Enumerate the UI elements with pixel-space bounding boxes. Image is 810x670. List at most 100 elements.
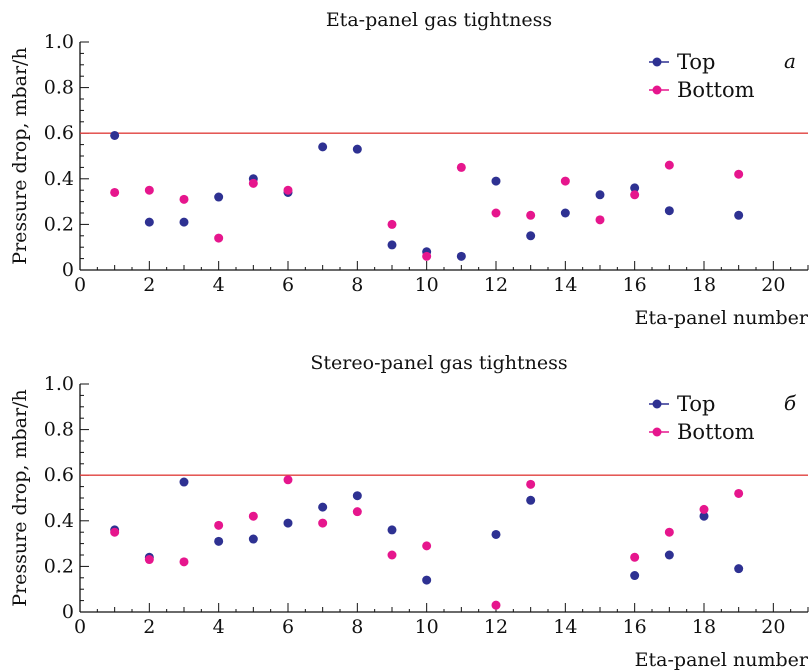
data-point-top (179, 477, 189, 487)
data-point-bottom (387, 550, 397, 560)
y-tick-label: 0.8 (44, 77, 74, 99)
data-point-top (283, 518, 293, 528)
x-tick-label: 2 (143, 616, 155, 638)
data-point-top (664, 206, 674, 216)
data-point-top (248, 534, 258, 544)
data-point-top (387, 240, 397, 250)
data-point-bottom (283, 185, 293, 195)
data-point-top (560, 208, 570, 218)
y-tick-label: 0.2 (44, 555, 74, 577)
data-point-top (318, 502, 328, 512)
chart-panel-2: Stereo-panel gas tightness 0 2 4 6 8 10 12 14 16 1… (9, 352, 809, 670)
data-point-bottom (352, 507, 362, 517)
data-point-top (699, 511, 709, 521)
data-point-bottom (144, 185, 154, 195)
data-point-top (456, 251, 466, 261)
data-point-bottom (664, 160, 674, 170)
data-point-bottom (318, 518, 328, 528)
data-point-top (387, 525, 397, 535)
data-point-bottom (248, 511, 258, 521)
data-point-top (422, 575, 432, 585)
data-point-bottom (179, 557, 189, 567)
x-tick-label: 12 (484, 274, 508, 296)
data-point-top (110, 130, 120, 140)
legend-marker-bottom (652, 427, 662, 437)
legend-marker-top (652, 399, 662, 409)
data-point-top (526, 231, 536, 241)
data-point-bottom (387, 219, 397, 229)
x-tick-label: 18 (692, 274, 716, 296)
x-tick-label: 12 (484, 616, 508, 638)
x-tick-label: 16 (623, 274, 647, 296)
y-tick-label: 0.6 (44, 464, 74, 486)
y-tick-label: 0.4 (44, 168, 74, 190)
data-point-bottom (179, 194, 189, 204)
y-tick-label: 1.0 (44, 373, 74, 395)
data-point-top (144, 217, 154, 227)
data-point-top (352, 491, 362, 501)
legend-marker-top (652, 57, 662, 67)
data-point-bottom (491, 600, 501, 610)
data-point-top (491, 176, 501, 186)
y-tick-label: 0 (62, 259, 74, 281)
x-tick-label: 0 (74, 616, 86, 638)
data-point-bottom (144, 555, 154, 565)
panel-label: б (784, 391, 797, 415)
x-tick-label: 8 (351, 616, 363, 638)
x-tick-label: 14 (553, 616, 577, 638)
x-axis-label: Eta-panel number (635, 649, 809, 670)
x-tick-label: 18 (692, 616, 716, 638)
chart-panel-1: Eta-panel gas tightness 0 2 4 6 8 10 12 14 16 18 20… (9, 9, 809, 329)
x-tick-label: 6 (282, 616, 294, 638)
data-point-bottom (110, 187, 120, 197)
data-point-bottom (526, 210, 536, 220)
data-point-bottom (214, 233, 224, 243)
data-point-bottom (734, 169, 744, 179)
data-point-bottom (422, 251, 432, 261)
y-tick-label: 1.0 (44, 31, 74, 53)
x-tick-label: 14 (553, 274, 577, 296)
data-point-bottom (699, 504, 709, 514)
data-point-bottom (214, 520, 224, 530)
x-tick-label: 20 (761, 274, 785, 296)
data-point-bottom (422, 541, 432, 551)
data-point-bottom (491, 208, 501, 218)
y-tick-label: 0.2 (44, 213, 74, 235)
data-point-bottom (630, 552, 640, 562)
data-point-bottom (560, 176, 570, 186)
x-tick-label: 20 (761, 616, 785, 638)
legend-label-top: Top (677, 392, 715, 416)
x-tick-label: 8 (351, 274, 363, 296)
data-point-top (595, 190, 605, 200)
chart-title: Stereo-panel gas tightness (310, 352, 567, 374)
data-point-top (526, 495, 536, 505)
data-point-bottom (283, 475, 293, 485)
x-tick-label: 0 (74, 274, 86, 296)
x-tick-label: 2 (143, 274, 155, 296)
data-point-top (734, 210, 744, 220)
data-point-top (179, 217, 189, 227)
data-point-top (630, 183, 640, 193)
data-point-bottom (630, 190, 640, 200)
x-tick-label: 10 (415, 616, 439, 638)
x-tick-label: 16 (623, 616, 647, 638)
data-point-top (491, 529, 501, 539)
chart-title: Eta-panel gas tightness (326, 9, 552, 31)
y-tick-label: 0.8 (44, 419, 74, 441)
data-point-top (214, 192, 224, 202)
data-point-bottom (526, 479, 536, 489)
y-axis-label: Pressure drop, mbar/h (9, 47, 31, 264)
data-point-bottom (110, 527, 120, 537)
y-tick-label: 0.4 (44, 510, 74, 532)
x-tick-label: 4 (213, 616, 225, 638)
legend-label-bottom: Bottom (677, 420, 755, 444)
data-point-bottom (595, 215, 605, 225)
legend-label-top: Top (677, 50, 715, 74)
data-point-top (214, 536, 224, 546)
data-point-bottom (734, 488, 744, 498)
panel-label: a (784, 49, 796, 73)
data-point-top (734, 564, 744, 574)
legend-label-bottom: Bottom (677, 78, 755, 102)
x-tick-label: 4 (213, 274, 225, 296)
